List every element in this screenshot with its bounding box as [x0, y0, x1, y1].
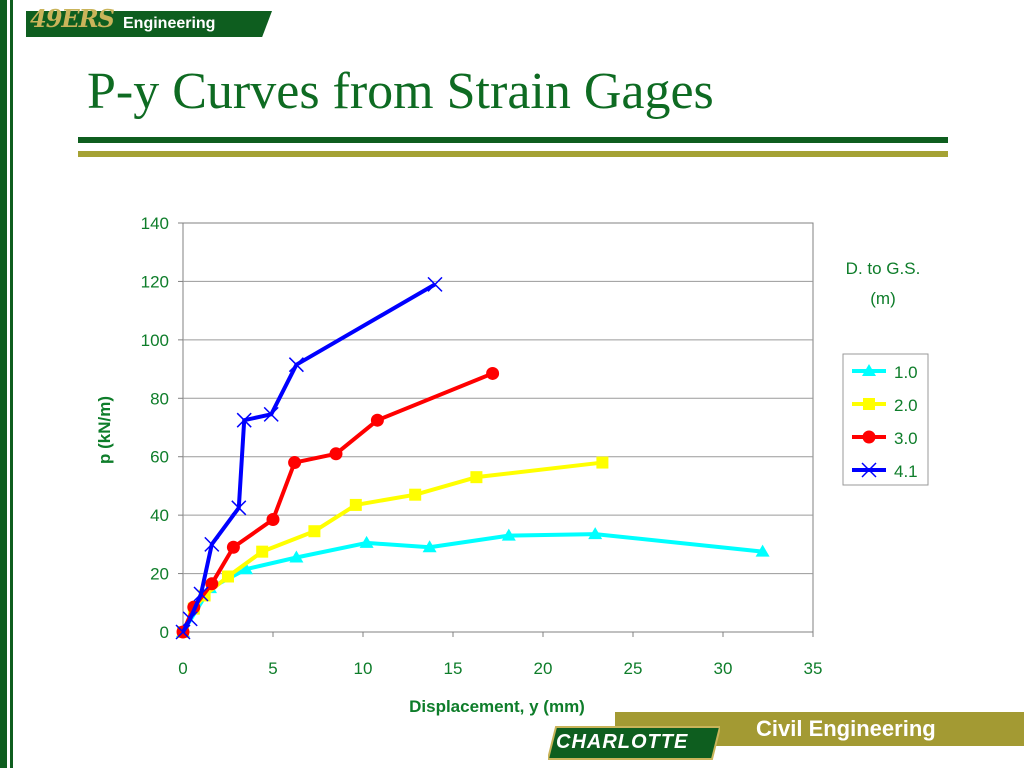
- legend-item-4.1: 4.1: [852, 462, 918, 481]
- data-point: [236, 412, 252, 428]
- data-point: [182, 611, 198, 627]
- niners-logo: 49ERS: [30, 4, 115, 33]
- title-rule-olive: [78, 151, 948, 157]
- data-point-stroke: [204, 536, 220, 552]
- y-tick-label: 20: [150, 565, 169, 584]
- charlotte-logo-text: CHARLOTTE: [556, 731, 689, 753]
- series-layer: [175, 276, 770, 640]
- y-tick-label: 40: [150, 506, 169, 525]
- x-tick-label: 15: [444, 659, 463, 678]
- data-point-stroke: [861, 462, 877, 478]
- y-tick-label: 80: [150, 389, 169, 408]
- x-tick-label: 35: [804, 659, 823, 678]
- left-border-stripe: [0, 0, 7, 768]
- data-point: [263, 406, 279, 422]
- logo-engineering-label: Engineering: [123, 15, 216, 32]
- charlotte-logo: [548, 726, 720, 760]
- data-point: [596, 456, 609, 469]
- data-point: [862, 430, 876, 444]
- data-point: [409, 488, 422, 501]
- data-point-stroke: [231, 500, 247, 516]
- data-point-stroke: [263, 406, 279, 422]
- data-point: [204, 536, 220, 552]
- data-point: [486, 366, 500, 380]
- data-point: [288, 357, 304, 373]
- slide-title: P-y Curves from Strain Gages: [87, 63, 714, 120]
- x-tick-label: 25: [624, 659, 643, 678]
- x-tick-label: 10: [354, 659, 373, 678]
- data-point: [239, 562, 253, 575]
- data-point: [329, 447, 343, 461]
- legend-title-line1: D. to G.S.: [846, 259, 921, 278]
- data-point: [193, 586, 209, 602]
- data-point: [863, 398, 875, 410]
- data-point: [422, 540, 437, 553]
- footer-civil-engineering: Civil Engineering: [756, 716, 936, 741]
- legend-label: 2.0: [894, 396, 918, 415]
- data-point: [308, 525, 321, 538]
- data-point: [427, 276, 443, 292]
- y-tick-label: 0: [160, 623, 169, 642]
- y-tick-label: 140: [141, 214, 169, 233]
- data-point: [288, 456, 302, 470]
- data-point: [175, 624, 191, 640]
- data-point: [862, 364, 876, 376]
- legend-box: [842, 353, 929, 486]
- x-tick-label: 5: [268, 659, 277, 678]
- legend-item-3.0: 3.0: [852, 429, 918, 448]
- data-point: [205, 577, 219, 591]
- x-tick-label: 0: [178, 659, 187, 678]
- y-tick-label: 120: [141, 272, 169, 291]
- grid-lines: [183, 280, 813, 575]
- data-point: [359, 535, 374, 548]
- legend: 1.0 2.0 3.0 4.1: [852, 363, 918, 481]
- data-point: [289, 550, 304, 563]
- plot-area: [182, 222, 814, 633]
- data-point-stroke: [175, 624, 191, 640]
- data-point-stroke: [193, 586, 209, 602]
- y-tick-label: 60: [150, 448, 169, 467]
- data-point: [370, 413, 384, 427]
- x-tick-label: 30: [714, 659, 733, 678]
- data-point-stroke: [182, 611, 198, 627]
- data-point: [755, 544, 770, 557]
- y-axis-label: p (kN/m): [95, 396, 114, 464]
- title-rule-green: [78, 137, 948, 143]
- data-point: [266, 513, 280, 527]
- data-point: [588, 527, 603, 540]
- legend-title-line2: (m): [870, 289, 895, 308]
- x-tick-label: 20: [534, 659, 553, 678]
- data-point: [861, 462, 877, 478]
- engineering-logo-strip: [26, 11, 272, 37]
- data-point: [256, 545, 269, 558]
- left-border-stripe-thin: [10, 0, 13, 768]
- data-point: [222, 570, 234, 583]
- data-point: [231, 500, 247, 516]
- axis-ticks: 0 20 40 60 80 100 120 140 0 5 10 15 20 25 30 35: [141, 214, 823, 678]
- legend-label: 1.0: [894, 363, 918, 382]
- legend-item-2.0: 2.0: [852, 396, 918, 415]
- data-point-stroke: [288, 357, 304, 373]
- data-point: [349, 498, 362, 511]
- legend-item-1.0: 1.0: [852, 363, 918, 382]
- data-point-stroke: [427, 276, 443, 292]
- legend-label: 4.1: [894, 462, 918, 481]
- data-point-stroke: [236, 412, 252, 428]
- data-point: [501, 528, 516, 541]
- legend-label: 3.0: [894, 429, 918, 448]
- series-4.1: [175, 276, 443, 640]
- y-tick-label: 100: [141, 331, 169, 350]
- x-axis-label: Displacement, y (mm): [409, 697, 585, 716]
- data-point: [470, 471, 483, 484]
- data-point: [226, 540, 240, 554]
